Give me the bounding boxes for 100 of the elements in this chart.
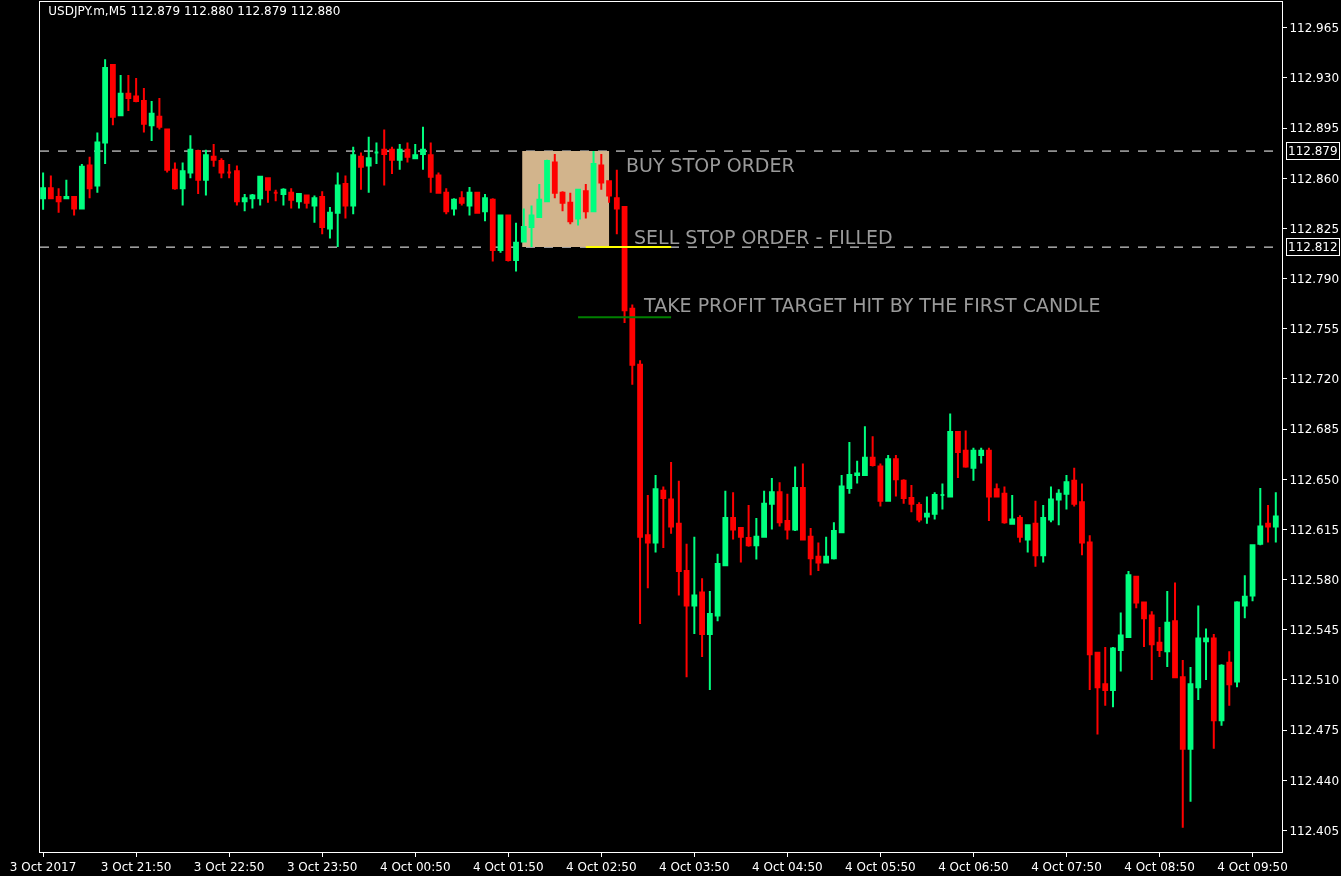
candlestick	[924, 495, 930, 525]
candlestick	[706, 590, 713, 692]
candlestick	[598, 152, 605, 191]
candlestick	[551, 152, 558, 200]
candlestick	[613, 168, 620, 236]
candlestick	[714, 552, 721, 623]
y-tick-label: 112.965	[1289, 21, 1340, 35]
candlestick	[1257, 486, 1264, 547]
candlestick	[1032, 499, 1039, 568]
candlestick	[1117, 611, 1124, 673]
candlestick	[1071, 466, 1078, 508]
candlestick	[652, 474, 659, 554]
candlestick	[1024, 524, 1031, 554]
x-tick-label: 4 Oct 03:50	[659, 860, 730, 875]
candlestick	[931, 491, 938, 521]
candlestick	[1102, 646, 1109, 707]
candlestick	[412, 142, 419, 160]
y-tick-label: 112.930	[1289, 71, 1340, 86]
candlestick	[939, 482, 946, 511]
y-tick-label: 112.895	[1289, 121, 1340, 136]
candlestick	[908, 484, 915, 514]
candlestick	[288, 187, 295, 210]
x-tick-label: 4 Oct 04:50	[752, 860, 823, 875]
candlestick	[986, 446, 992, 522]
candlestick	[63, 178, 70, 200]
candlestick	[125, 74, 132, 112]
candlestick	[737, 527, 744, 564]
chart-title: USDJPY.m,M5 112.879 112.880 112.879 112.880	[48, 3, 341, 18]
candlestick	[683, 542, 690, 679]
candlestick	[768, 476, 775, 531]
candlestick	[102, 58, 109, 165]
x-tick-label: 3 Oct 2017	[9, 860, 77, 875]
candlestick	[590, 150, 597, 213]
candlestick	[71, 195, 78, 217]
candlestick	[761, 489, 768, 538]
candlestick	[637, 359, 643, 626]
candlestick	[536, 183, 543, 219]
y-tick-label: 112.615	[1289, 522, 1340, 537]
y-tick-label: 112.510	[1289, 673, 1340, 688]
x-tick-label: 3 Oct 23:50	[286, 860, 358, 875]
candlestick	[505, 214, 512, 263]
candlestick	[660, 485, 667, 550]
candlestick	[350, 145, 357, 216]
candlestick	[962, 429, 969, 469]
candlestick	[978, 446, 985, 465]
y-tick-label: 112.755	[1289, 322, 1340, 337]
candlestick	[451, 197, 457, 217]
candlestick	[544, 158, 550, 203]
candlestick	[210, 142, 217, 168]
candlestick	[1210, 633, 1217, 750]
candlestick	[156, 97, 163, 131]
candlestick	[47, 174, 54, 200]
candlestick	[280, 187, 287, 207]
candlestick	[520, 207, 527, 243]
candlestick	[334, 171, 341, 249]
ref-line-label: 112.812	[1288, 240, 1338, 254]
x-tick-label: 3 Oct 21:50	[100, 860, 172, 875]
candlestick	[877, 462, 884, 508]
candlestick	[296, 193, 302, 210]
candlestick	[482, 193, 488, 223]
candlestick	[1172, 581, 1178, 679]
candlestick	[1226, 650, 1233, 707]
candlestick	[691, 535, 698, 636]
candlestick	[1234, 600, 1240, 689]
candlestick	[1156, 625, 1163, 659]
y-tick-label: 112.650	[1289, 472, 1340, 487]
candlestick	[78, 162, 85, 210]
candlestick	[970, 446, 977, 482]
candlestick	[342, 174, 349, 220]
y-tick-label: 112.440	[1289, 773, 1340, 788]
candlestick	[1241, 574, 1248, 620]
candlestick	[799, 462, 806, 541]
candlestick	[947, 412, 954, 498]
x-tick-label: 4 Oct 02:50	[566, 860, 637, 875]
x-tick-label: 3 Oct 22:50	[193, 860, 265, 875]
candlestick	[1141, 601, 1147, 649]
candlestick	[234, 164, 240, 207]
candlestick	[265, 177, 271, 204]
candlestick	[1179, 658, 1186, 829]
candlestick	[86, 155, 93, 200]
candlestick	[404, 141, 411, 164]
y-tick-label: 112.545	[1289, 623, 1340, 638]
candlestick	[1203, 627, 1209, 681]
x-tick-label: 4 Oct 00:50	[379, 860, 451, 875]
candlestick	[559, 190, 566, 213]
candlestick	[226, 162, 233, 180]
candlestick	[148, 99, 155, 143]
candlestick	[272, 188, 279, 203]
candlestick	[489, 197, 496, 263]
candlestick	[1048, 485, 1054, 524]
x-tick-label: 4 Oct 09:50	[1217, 860, 1288, 875]
x-tick-label: 4 Oct 01:50	[472, 860, 544, 875]
y-tick-label: 112.720	[1289, 372, 1340, 387]
candlestick	[567, 191, 574, 226]
candlestick	[575, 188, 581, 227]
candlestick	[792, 465, 799, 532]
candlestick	[1148, 610, 1155, 681]
candlestick	[443, 187, 450, 216]
candlestick	[1265, 504, 1271, 544]
x-tick-label: 4 Oct 08:50	[1124, 860, 1195, 875]
